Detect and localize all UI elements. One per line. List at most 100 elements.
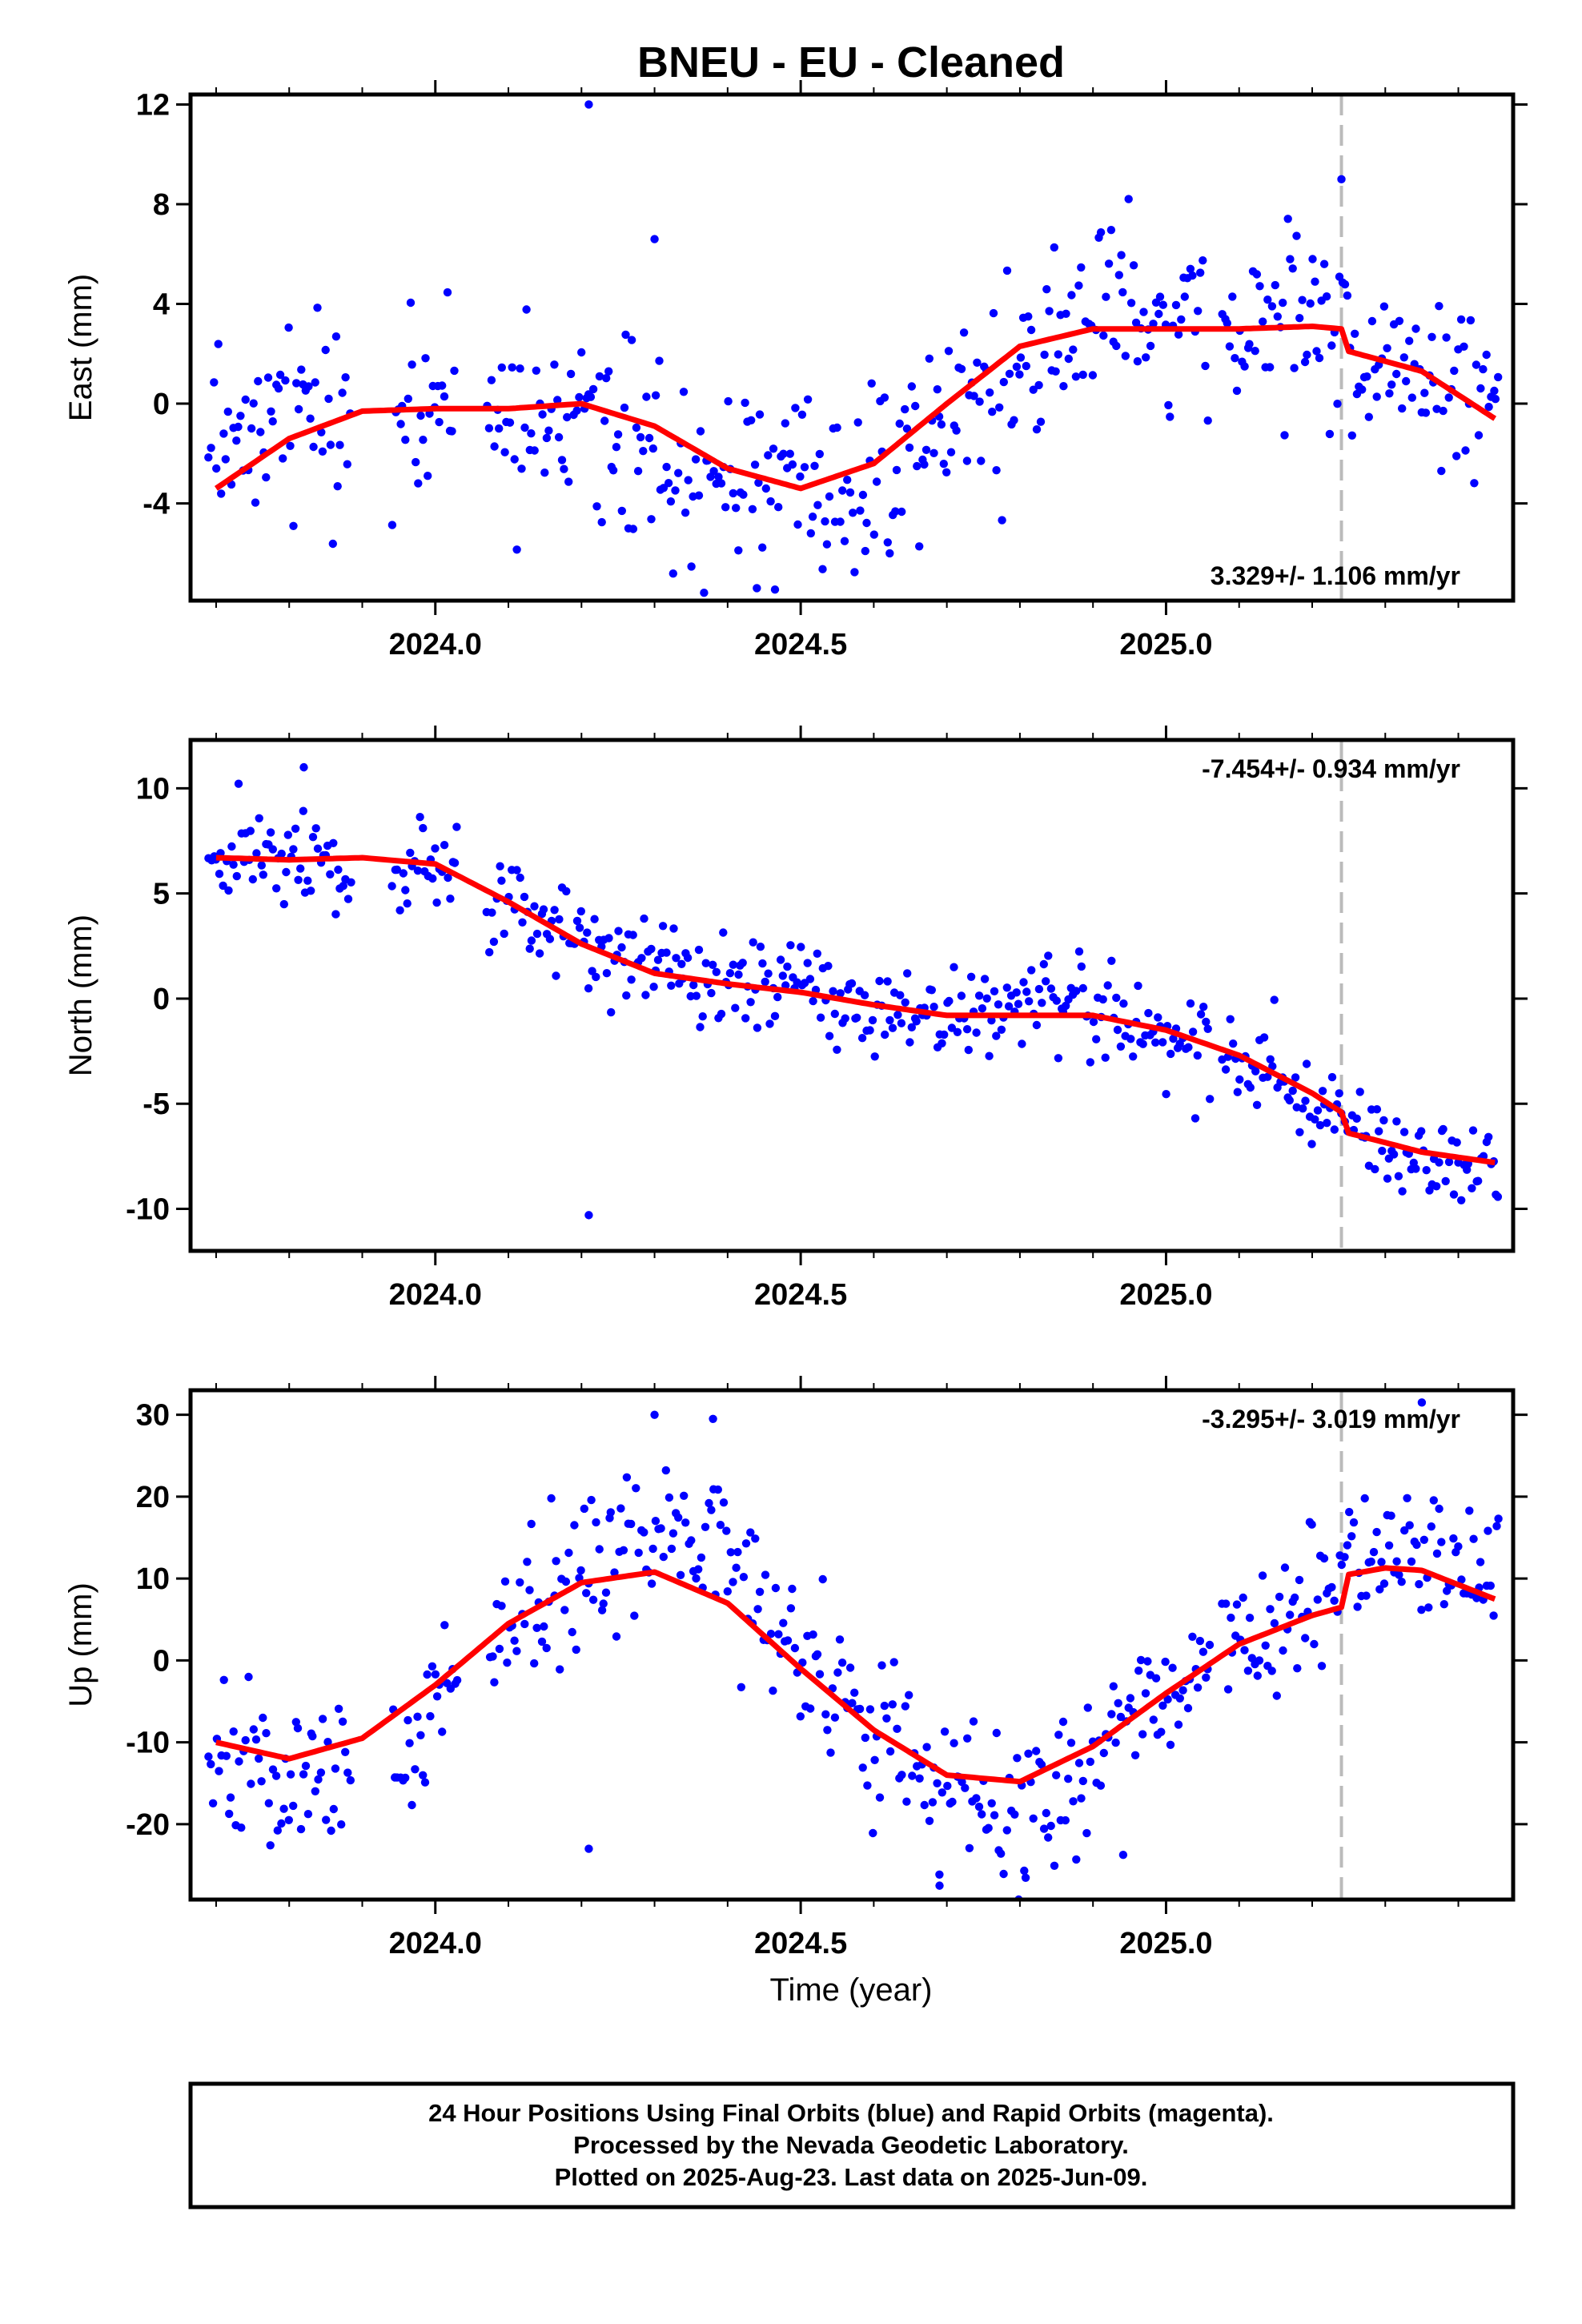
data-point bbox=[1193, 1683, 1203, 1692]
data-point bbox=[628, 931, 637, 939]
data-point bbox=[530, 446, 539, 455]
data-point bbox=[1113, 1025, 1122, 1035]
data-point bbox=[1232, 1600, 1242, 1609]
data-point bbox=[930, 448, 938, 457]
data-point bbox=[1096, 228, 1106, 237]
data-point bbox=[1077, 1794, 1086, 1803]
data-point bbox=[810, 461, 819, 470]
data-point bbox=[1427, 1522, 1436, 1531]
data-point bbox=[1136, 1655, 1146, 1665]
data-point bbox=[662, 948, 671, 957]
data-point bbox=[252, 849, 261, 858]
y-tick-label: 0 bbox=[153, 1644, 170, 1678]
data-point bbox=[426, 1711, 435, 1721]
data-point bbox=[1255, 282, 1264, 291]
data-point bbox=[933, 1779, 942, 1787]
data-point bbox=[1454, 1542, 1463, 1551]
data-point bbox=[769, 444, 778, 453]
data-point bbox=[837, 1659, 847, 1667]
data-point bbox=[1266, 1605, 1275, 1614]
data-point bbox=[204, 453, 213, 462]
data-point bbox=[1295, 314, 1304, 323]
data-point bbox=[1311, 277, 1319, 286]
data-point bbox=[872, 477, 881, 486]
data-point bbox=[428, 874, 437, 883]
data-point bbox=[1411, 324, 1420, 333]
y-tick-label: -10 bbox=[126, 1192, 170, 1226]
data-point bbox=[1375, 1585, 1384, 1594]
data-point bbox=[1279, 298, 1287, 308]
data-point bbox=[1077, 962, 1086, 971]
data-point bbox=[723, 1587, 732, 1596]
data-point bbox=[773, 992, 782, 1002]
y-tick-label: 4 bbox=[153, 288, 170, 322]
data-point bbox=[602, 374, 611, 383]
data-point bbox=[1201, 361, 1210, 371]
data-point bbox=[293, 1723, 303, 1733]
data-point bbox=[1372, 1527, 1381, 1537]
data-point bbox=[1177, 315, 1186, 324]
data-point bbox=[1088, 371, 1098, 380]
data-point bbox=[1322, 292, 1331, 301]
data-point bbox=[440, 841, 449, 850]
data-point bbox=[861, 1733, 870, 1743]
data-point bbox=[1042, 285, 1051, 294]
data-point bbox=[680, 1491, 689, 1501]
data-point bbox=[1116, 1042, 1126, 1051]
data-point bbox=[658, 922, 668, 931]
data-point bbox=[974, 991, 984, 1000]
outlier-point bbox=[709, 1414, 717, 1423]
data-point bbox=[815, 1670, 825, 1679]
data-point bbox=[1252, 270, 1262, 279]
data-point bbox=[1032, 1747, 1041, 1755]
data-point bbox=[1074, 1759, 1084, 1767]
data-point bbox=[343, 460, 351, 468]
data-point bbox=[750, 460, 760, 469]
data-point bbox=[1429, 1496, 1439, 1505]
data-point bbox=[833, 1045, 841, 1055]
data-point bbox=[700, 589, 709, 597]
data-point bbox=[1096, 1781, 1106, 1790]
data-point bbox=[1379, 1579, 1389, 1588]
data-point bbox=[1353, 1602, 1362, 1611]
data-point bbox=[806, 529, 815, 538]
data-point bbox=[803, 395, 813, 404]
data-point bbox=[266, 828, 275, 837]
data-point bbox=[1078, 370, 1087, 380]
data-point bbox=[1291, 1593, 1299, 1602]
data-point bbox=[719, 928, 728, 937]
data-point bbox=[1392, 1557, 1401, 1566]
data-point bbox=[989, 308, 998, 318]
data-point bbox=[1400, 1526, 1409, 1535]
data-point bbox=[1109, 1682, 1118, 1691]
data-point bbox=[1489, 1611, 1498, 1620]
data-point bbox=[432, 1692, 442, 1701]
data-point bbox=[599, 1599, 608, 1608]
data-point bbox=[542, 433, 552, 443]
data-point bbox=[959, 328, 969, 337]
data-point bbox=[572, 1645, 580, 1655]
data-point bbox=[1295, 1128, 1304, 1137]
data-point bbox=[778, 971, 787, 980]
data-point bbox=[1330, 1125, 1339, 1134]
data-point bbox=[1163, 1695, 1172, 1704]
data-point bbox=[552, 1557, 560, 1566]
data-point bbox=[1116, 1712, 1126, 1722]
footer-box: 24 Hour Positions Using Final Orbits (bl… bbox=[188, 2081, 1516, 2209]
data-point bbox=[1253, 1671, 1263, 1680]
data-point bbox=[1273, 312, 1283, 321]
data-point bbox=[797, 410, 807, 419]
data-point bbox=[1054, 350, 1063, 359]
data-point bbox=[1054, 1054, 1063, 1063]
data-point bbox=[627, 1519, 636, 1529]
data-point bbox=[915, 1774, 924, 1783]
data-point bbox=[590, 915, 599, 923]
y-tick-label: 8 bbox=[153, 188, 170, 222]
data-point bbox=[748, 505, 757, 513]
data-point bbox=[1107, 956, 1116, 966]
data-point bbox=[1130, 1751, 1140, 1759]
data-point bbox=[235, 1757, 243, 1766]
data-point bbox=[963, 1734, 972, 1743]
data-point bbox=[435, 417, 444, 427]
data-point bbox=[517, 464, 526, 473]
